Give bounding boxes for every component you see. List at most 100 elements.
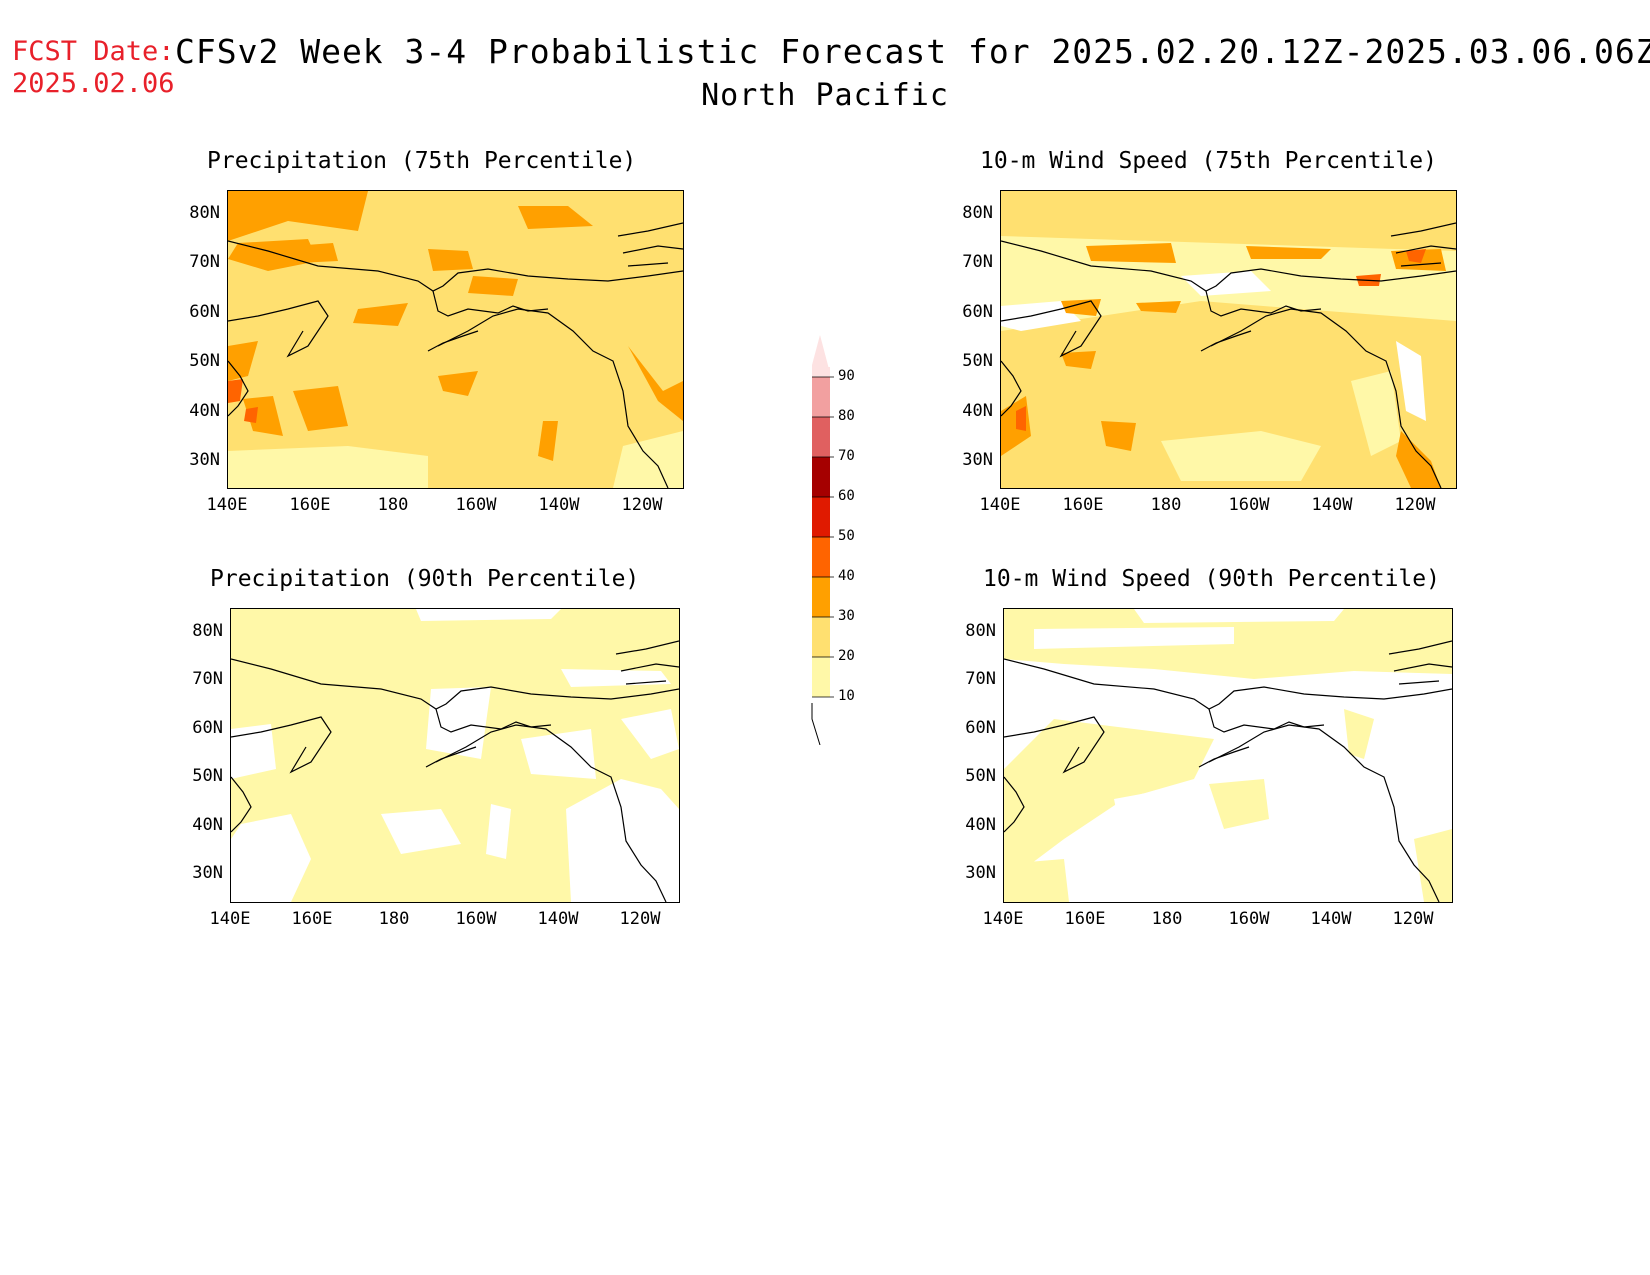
white-patch [566, 779, 679, 902]
lat-tick: 70N [962, 252, 993, 272]
lon-tick: 120W [621, 495, 663, 515]
lon-tick: 160W [1228, 495, 1270, 515]
orange-patch [1101, 421, 1136, 451]
white-patch [1034, 627, 1234, 649]
colorbar-swatches [811, 335, 834, 745]
panel-title: Precipitation (90th Percentile) [210, 566, 640, 592]
lon-tick: 120W [619, 909, 661, 929]
lat-tick: 40N [192, 815, 223, 835]
colorbar-swatch [812, 377, 830, 417]
lat-tick: 80N [965, 621, 996, 641]
orange-patch [628, 346, 683, 421]
lon-tick: 140E [982, 909, 1024, 929]
white-patch [1396, 341, 1426, 421]
colorbar-top-tip [812, 335, 830, 377]
white-patch [426, 687, 491, 759]
lon-tick: 140W [537, 909, 579, 929]
lat-tick: 40N [189, 401, 220, 421]
lat-tick: 60N [192, 718, 223, 738]
lon-tick: 140E [209, 909, 251, 929]
colorbar-swatch [812, 657, 830, 697]
orange-patch [228, 191, 368, 241]
light-patch [1161, 431, 1321, 481]
colorbar-swatch [812, 417, 830, 457]
lon-tick: 140W [538, 495, 580, 515]
colorbar-swatch [812, 367, 830, 377]
lon-tick: 180 [1150, 495, 1182, 515]
siberia-coast [1004, 658, 1452, 710]
white-patch [621, 709, 679, 759]
light-patch [1414, 829, 1452, 902]
colorbar-label: 10 [838, 688, 855, 704]
lon-tick: 160E [1062, 495, 1104, 515]
red-patch [228, 379, 243, 403]
red-patch [1016, 406, 1026, 431]
siberia-coast [231, 658, 679, 710]
lon-tick: 180 [377, 495, 409, 515]
japan-coast [1001, 360, 1022, 417]
orange-patch [1396, 431, 1441, 488]
coastlines [1001, 222, 1456, 488]
coastlines [231, 640, 679, 902]
panel-title: Precipitation (75th Percentile) [207, 148, 637, 174]
lon-tick: 140W [1311, 495, 1353, 515]
canada-arctic [617, 222, 683, 267]
kamchatka-coast [231, 716, 332, 774]
lon-tick: 160W [1228, 909, 1270, 929]
light-patch [1004, 719, 1214, 889]
aleutians [1200, 330, 1252, 352]
lat-tick: 50N [962, 351, 993, 371]
field-wind-75 [1001, 236, 1456, 488]
red-patch [244, 407, 258, 423]
lat-tick: 30N [965, 863, 996, 883]
lat-tick: 80N [189, 203, 220, 223]
lon-tick: 180 [378, 909, 410, 929]
red-patch [1406, 249, 1426, 263]
white-patch [416, 609, 561, 621]
lon-tick: 160W [455, 909, 497, 929]
coastlines [228, 222, 683, 488]
aleutians [425, 746, 477, 768]
lat-tick: 80N [192, 621, 223, 641]
fcst-date-label: FCST Date: [12, 36, 175, 67]
canada-arctic [615, 640, 679, 685]
colorbar-swatch [812, 577, 830, 617]
orange-patch [293, 386, 348, 431]
siberia-coast [228, 240, 683, 292]
aleutians [1198, 746, 1250, 768]
light-patch [1209, 779, 1269, 829]
white-patch [1134, 609, 1344, 623]
orange-patch [1086, 243, 1176, 263]
colorbar-label: 40 [838, 568, 855, 584]
lat-tick: 70N [189, 252, 220, 272]
panel-title: 10-m Wind Speed (90th Percentile) [983, 566, 1440, 592]
colorbar-swatch [812, 617, 830, 657]
aleutians [427, 330, 479, 352]
lon-tick: 160W [455, 495, 497, 515]
coastlines [1004, 640, 1452, 902]
white-patch [381, 809, 461, 854]
lat-tick: 80N [962, 203, 993, 223]
light-patch [1344, 709, 1374, 759]
lon-tick: 160E [291, 909, 333, 929]
orange-patch [243, 396, 283, 436]
white-patch [521, 729, 596, 779]
orange-patch [438, 371, 478, 396]
field-precip-75 [228, 191, 683, 488]
orange-patch [228, 341, 258, 381]
alaska-coast [435, 724, 667, 902]
orange-patch [1061, 351, 1096, 369]
white-patch [1114, 789, 1174, 824]
orange-patch [468, 276, 518, 296]
colorbar-label: 60 [838, 488, 855, 504]
alaska-coast [1208, 724, 1440, 902]
map-precip-90 [230, 608, 680, 903]
orange-patch [353, 303, 408, 326]
colorbar-rects [812, 367, 834, 698]
orange-patch [518, 206, 593, 229]
lon-tick: 140W [1310, 909, 1352, 929]
colorbar-swatch [812, 497, 830, 537]
orange-patch [1061, 299, 1101, 316]
siberia-coast [1001, 240, 1456, 292]
colorbar-label: 70 [838, 448, 855, 464]
